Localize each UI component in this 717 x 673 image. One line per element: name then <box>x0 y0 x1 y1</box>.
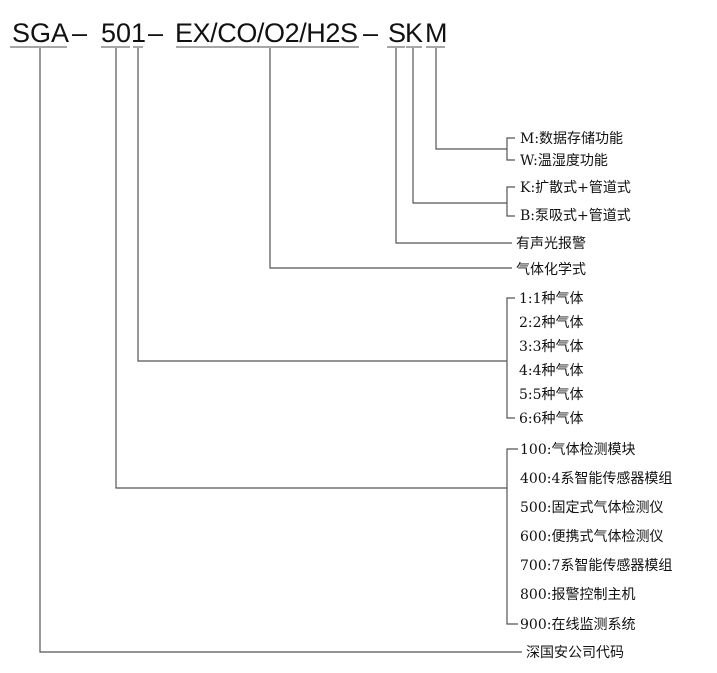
code-sampling: K <box>405 18 423 48</box>
alarm-label: 有声光报警 <box>516 236 586 252</box>
function-option-m: M:数据存储功能 <box>520 131 623 147</box>
series-option: 400:4系智能传感器模组 <box>520 470 672 487</box>
series-option: 700:7系智能传感器模组 <box>520 557 672 574</box>
gases-label: 气体化学式 <box>516 262 586 278</box>
code-dash: – <box>363 18 378 48</box>
code-alarm: S <box>388 18 406 48</box>
series-option: 100:气体检测模块 <box>520 442 635 458</box>
gas-count-option: 5:5种气体 <box>519 387 584 403</box>
code-dash: – <box>72 18 87 48</box>
code-gas-count: 1 <box>131 18 146 48</box>
sampling-option-b: B:泵吸式+管道式 <box>520 208 631 224</box>
gas-count-option: 3:3种气体 <box>519 339 584 355</box>
prefix-label: 深国安公司代码 <box>526 645 624 661</box>
function-option-w: W:温湿度功能 <box>520 153 608 169</box>
gas-count-option: 6:6种气体 <box>519 411 584 427</box>
series-option: 800:报警控制主机 <box>520 587 635 603</box>
code-gases: EX/CO/O2/H2S <box>175 18 358 48</box>
gas-count-option: 1:1种气体 <box>519 291 584 307</box>
series-option: 500:固定式气体检测仪 <box>520 500 663 516</box>
gas-count-option: 4:4种气体 <box>519 363 584 379</box>
code-dash: – <box>148 18 163 48</box>
connector-lines <box>39 48 522 653</box>
code-function: M <box>425 18 448 48</box>
sampling-option-k: K:扩散式+管道式 <box>520 180 631 196</box>
code-series: 50 <box>101 18 131 48</box>
series-option: 900:在线监测系统 <box>520 617 635 633</box>
series-option: 600:便携式气体检测仪 <box>520 529 663 545</box>
gas-count-option: 2:2种气体 <box>519 315 584 331</box>
code-prefix: SGA <box>12 18 69 48</box>
